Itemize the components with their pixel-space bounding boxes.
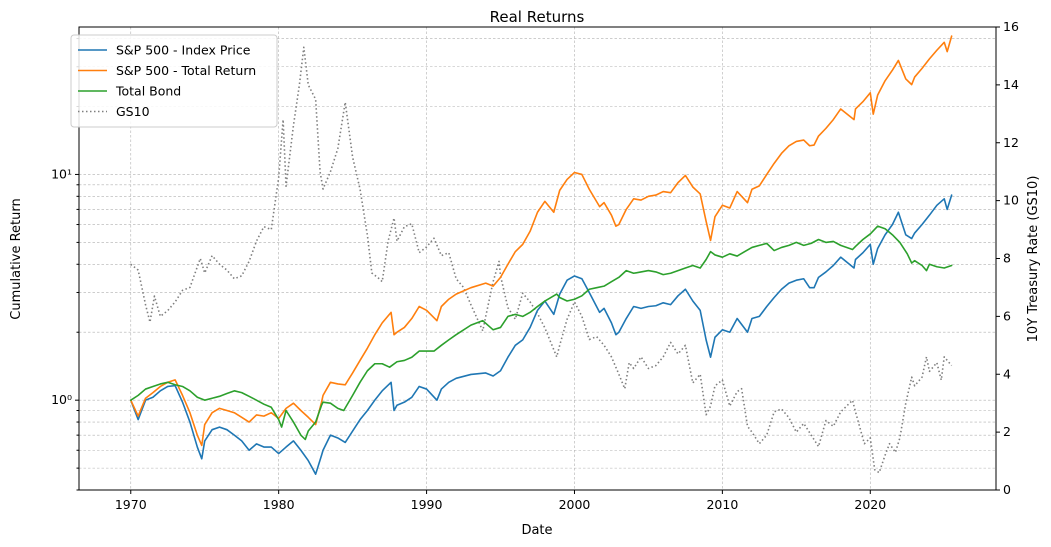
legend-box	[70, 34, 278, 128]
x-axis: 1970 1980 1990 2000 2010 2020	[115, 490, 886, 512]
series-line-1	[129, 194, 953, 475]
x-tick-label: 2020	[854, 497, 886, 512]
legend-label: S&P 500 - Total Return	[116, 63, 256, 78]
chart-title: Real Returns	[490, 8, 585, 26]
plot-lines	[129, 35, 953, 475]
series-line-2	[129, 35, 953, 447]
y-axis-right: 0 2 4 6 8 10 12 14 16	[996, 19, 1019, 497]
x-axis-title: Date	[521, 523, 552, 538]
y2-tick-label: 16	[1003, 19, 1019, 34]
y2-tick-label: 10	[1003, 193, 1019, 208]
y2-tick-label: 12	[1003, 135, 1019, 150]
y2-tick-label: 8	[1003, 251, 1011, 266]
legend-label: GS10	[116, 104, 150, 119]
y2-tick-label: 4	[1003, 366, 1011, 381]
legend: S&P 500 - Index Price S&P 500 - Total Ret…	[70, 34, 278, 128]
x-tick-label: 2010	[706, 497, 738, 512]
y2-axis-title: 10Y Treasury Rate (GS10)	[1026, 176, 1041, 343]
x-tick-label: 1980	[263, 497, 295, 512]
x-tick-label: 1990	[411, 497, 443, 512]
y2-tick-label: 0	[1003, 482, 1011, 497]
x-tick-label: 1970	[115, 497, 147, 512]
y-tick-label: 10⁰	[51, 392, 72, 407]
x-tick-label: 2000	[559, 497, 591, 512]
y2-tick-label: 14	[1003, 77, 1019, 92]
y2-tick-label: 2	[1003, 424, 1011, 439]
y2-tick-label: 6	[1003, 308, 1011, 323]
legend-label: S&P 500 - Index Price	[116, 43, 251, 58]
series-line-4	[130, 46, 953, 474]
y-axis-title: Cumulative Return	[9, 198, 24, 319]
legend-label: Total Bond	[115, 84, 181, 99]
series-line-3	[129, 225, 953, 441]
y-tick-label: 10¹	[51, 166, 72, 181]
y-axis-left: 10⁰ 10¹	[51, 38, 79, 491]
